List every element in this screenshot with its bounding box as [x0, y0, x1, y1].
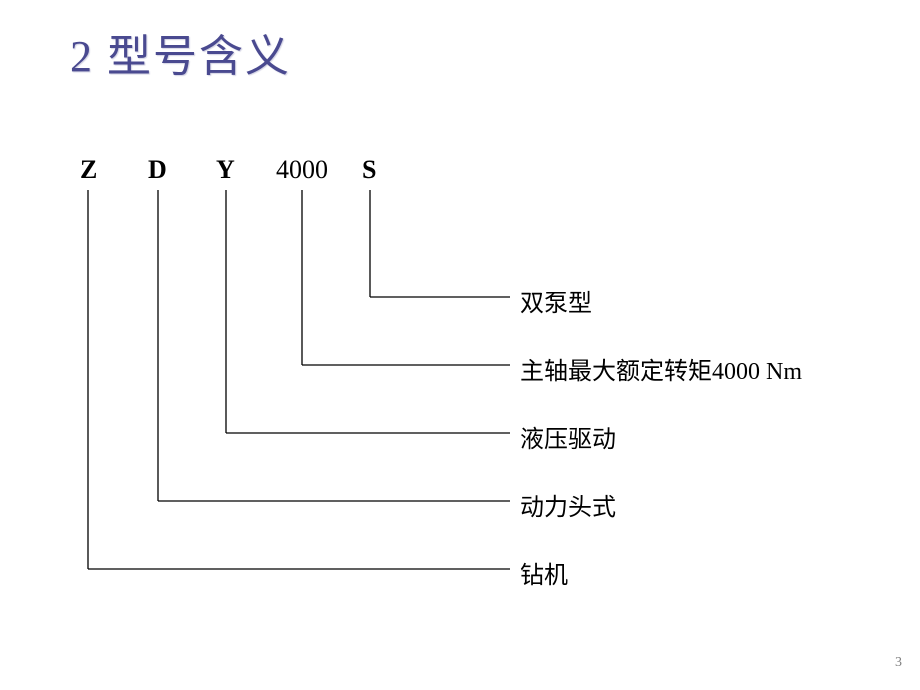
description-1: 主轴最大额定转矩4000 Nm [520, 351, 802, 386]
code-char-0: Z [80, 155, 97, 185]
description-2: 液压驱动 [520, 419, 616, 454]
code-char-4: S [362, 155, 376, 185]
code-char-3: 4000 [276, 155, 328, 185]
section-title: 2 型号含义 [70, 20, 291, 84]
page-number: 3 [895, 655, 902, 671]
connector-lines [0, 0, 920, 690]
code-char-2: Y [216, 155, 235, 185]
code-char-1: D [148, 155, 167, 185]
description-0: 双泵型 [520, 283, 592, 318]
description-3: 动力头式 [520, 487, 616, 522]
description-4: 钻机 [520, 555, 568, 590]
